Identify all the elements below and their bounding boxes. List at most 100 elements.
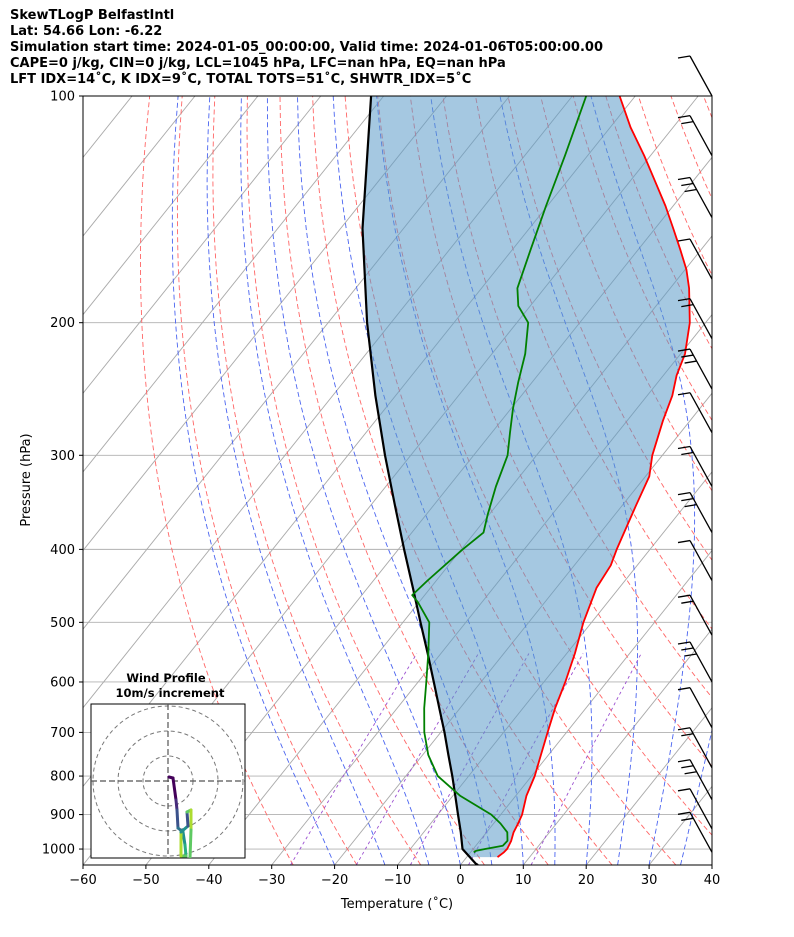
wind-barb-flag <box>681 600 694 604</box>
wind-barb <box>677 788 713 830</box>
dry-adiabat-line <box>409 96 712 767</box>
wind-barb-staff <box>689 759 713 801</box>
wind-barb <box>677 176 713 218</box>
isotherm-line <box>648 785 712 865</box>
wind-barb-flag <box>681 765 694 769</box>
isotherm-line <box>83 96 385 473</box>
wind-barb-flag <box>681 817 694 821</box>
wind-barb <box>677 687 713 729</box>
wind-barb-staff <box>689 594 713 636</box>
wind-barb-flag <box>677 641 691 645</box>
dry-adiabat-line <box>736 96 794 865</box>
x-tick-label: −60 <box>69 873 96 888</box>
wind-barb-flag <box>677 491 691 496</box>
wind-barb-flag <box>681 733 694 737</box>
wind-barb <box>677 238 713 280</box>
dewpoint-profile-line <box>411 96 588 854</box>
moist-adiabat-line <box>171 96 336 865</box>
moist-adiabat-line <box>266 96 461 865</box>
wind-barb-flag <box>681 647 694 651</box>
wind-barb <box>677 298 713 339</box>
moist-adiabat-line <box>240 96 430 865</box>
wind-barb-flag <box>677 348 691 352</box>
y-axis-label: Pressure (hPa) <box>19 433 34 526</box>
wind-barb-staff <box>689 238 713 280</box>
isotherm-line <box>585 707 712 865</box>
dry-adiabat-line <box>246 96 485 865</box>
wind-barb-flag <box>684 503 697 508</box>
mixing-ratio-line <box>290 653 418 865</box>
wind-barb-flag <box>684 771 697 775</box>
series-layer <box>361 96 691 865</box>
wind-barb-flag <box>677 55 691 59</box>
x-tick-label: −50 <box>132 873 159 888</box>
wind-barb-flag <box>681 354 694 358</box>
dry-adiabat-line <box>703 96 712 119</box>
wind-barb-flag <box>684 653 697 657</box>
wind-barb-flag <box>681 182 694 187</box>
y-tick-label: 400 <box>50 543 75 558</box>
wind-barb-flag <box>677 445 691 450</box>
parcel-profile-line <box>361 96 479 865</box>
dry-adiabat-line <box>572 96 712 422</box>
wind-barb-flag <box>677 298 691 302</box>
isotherm-line <box>83 96 447 552</box>
x-tick-label: 20 <box>578 873 595 888</box>
wind-barb-flag <box>677 594 691 598</box>
axis-layer: −60 −50 −40 −30 −20 −10 0 10 20 30 40 1000 900 800 700… <box>42 90 720 889</box>
wind-barb-flag <box>681 120 694 125</box>
dry-adiabat-line <box>176 96 358 865</box>
wind-barb-staff <box>689 641 713 683</box>
wind-barb-staff <box>689 788 713 830</box>
hodograph-title: Wind Profile <box>126 671 206 685</box>
x-tick-label: 40 <box>704 873 721 888</box>
wind-barb <box>677 55 713 97</box>
x-tick-label: −20 <box>321 873 348 888</box>
mixing-ratio-line <box>355 653 479 865</box>
hodograph-trace-segment <box>179 824 190 834</box>
wind-barb <box>677 759 713 801</box>
isotherm-line <box>83 96 322 394</box>
y-tick-label: 100 <box>50 90 75 105</box>
y-tick-label: 300 <box>50 449 75 464</box>
hodograph-trace-segment <box>171 776 178 802</box>
wind-barb <box>677 114 713 156</box>
isotherm-line <box>460 549 712 865</box>
hodograph-trace-segment <box>185 810 190 828</box>
wind-barb <box>677 348 713 390</box>
wind-barb <box>677 491 713 533</box>
wind-barb-staff <box>689 348 713 390</box>
moist-adiabat-line <box>297 96 493 865</box>
hodograph-subtitle: 10m/s increment <box>116 686 225 700</box>
wind-barb-flag <box>681 451 694 456</box>
hodograph-trace-segment <box>183 843 188 858</box>
dry-adiabat-line <box>140 96 294 865</box>
wind-barb-layer <box>677 55 713 853</box>
hodograph-plot <box>91 704 245 858</box>
wind-barb <box>677 392 713 434</box>
temperature-profile-line <box>496 96 691 858</box>
hodograph-inset: Wind Profile 10m/s increment <box>90 671 246 859</box>
y-tick-label: 500 <box>50 616 75 631</box>
isotherm-line <box>83 96 259 316</box>
wind-barb-staff <box>689 492 713 533</box>
mixing-ratio-line <box>530 653 642 865</box>
y-tick-label: 1000 <box>42 843 75 858</box>
title-line-cape: CAPE=0 j/kg, CIN=0 j/kg, LCL=1045 hPa, L… <box>10 56 506 71</box>
y-tick-label: 900 <box>50 808 75 823</box>
wind-barb-flag <box>684 360 697 364</box>
wind-barb-staff <box>689 446 713 487</box>
cin-shading <box>362 96 690 858</box>
y-tick-label: 800 <box>50 770 75 785</box>
y-tick-label: 700 <box>50 726 75 741</box>
wind-barb-staff <box>689 55 713 97</box>
dry-adiabat-line <box>212 96 422 865</box>
wind-barb-flag <box>677 238 691 242</box>
wind-barb <box>677 727 713 769</box>
wind-barb-flag <box>677 788 691 792</box>
wind-barb-flag <box>677 539 691 544</box>
wind-barb <box>677 641 713 683</box>
title-line-times: Simulation start time: 2024-01-05_00:00:… <box>10 40 603 55</box>
wind-barb-staff <box>689 298 713 339</box>
